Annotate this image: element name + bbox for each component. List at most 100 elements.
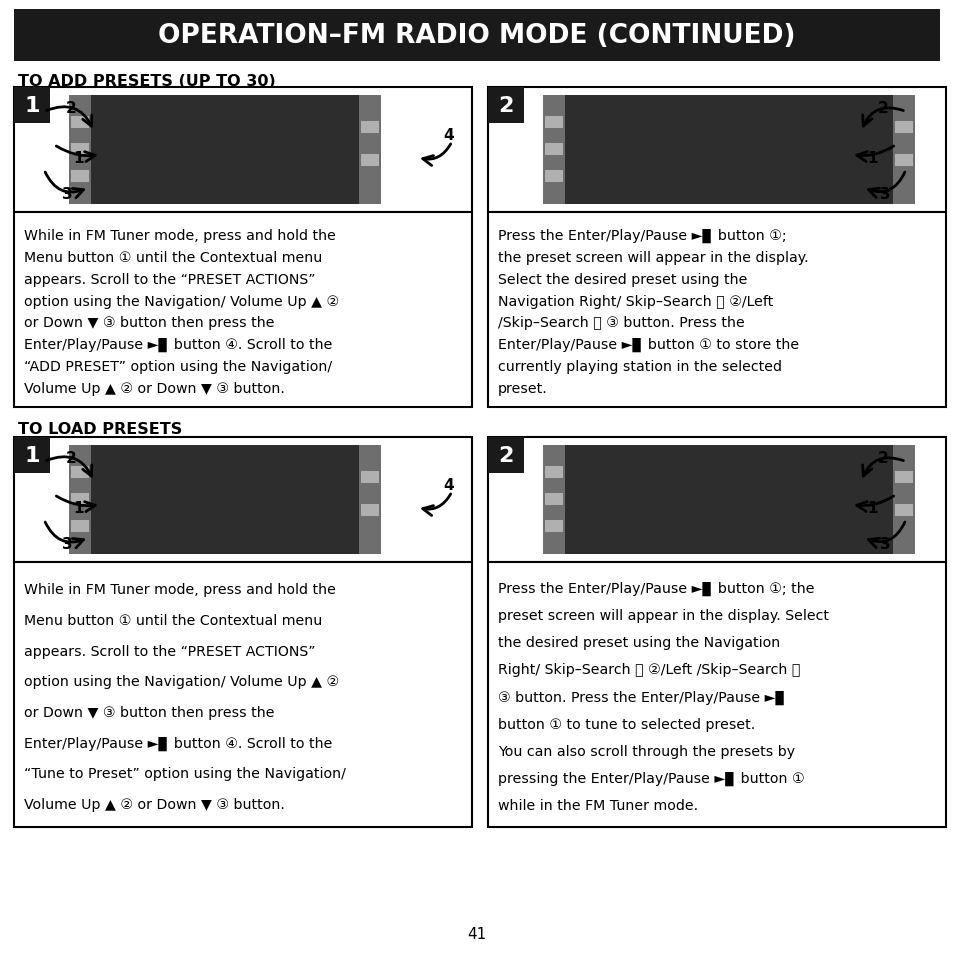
Bar xyxy=(360,154,378,167)
Bar xyxy=(544,171,562,183)
Bar xyxy=(14,437,50,474)
Bar xyxy=(544,144,562,156)
Text: 1: 1 xyxy=(24,96,40,116)
Text: Enter/Play/Pause ►▊ button ④. Scroll to the: Enter/Play/Pause ►▊ button ④. Scroll to … xyxy=(24,736,332,750)
Bar xyxy=(360,122,378,133)
Bar xyxy=(69,96,91,205)
Bar xyxy=(69,446,91,555)
Bar xyxy=(894,472,912,483)
Text: Select the desired preset using the: Select the desired preset using the xyxy=(497,273,746,287)
Bar xyxy=(544,494,562,505)
Bar xyxy=(71,117,89,129)
Bar xyxy=(894,122,912,133)
Bar xyxy=(71,171,89,183)
Text: option using the Navigation/ Volume Up ▲ ②: option using the Navigation/ Volume Up ▲… xyxy=(24,675,338,688)
Bar xyxy=(894,154,912,167)
Text: 1: 1 xyxy=(867,500,878,516)
Text: 1: 1 xyxy=(73,151,84,166)
Bar xyxy=(14,10,939,62)
Text: /Skip–Search ⏮ ③ button. Press the: /Skip–Search ⏮ ③ button. Press the xyxy=(497,316,744,330)
Text: Press the Enter/Play/Pause ►▊ button ①; the: Press the Enter/Play/Pause ►▊ button ①; … xyxy=(497,581,814,595)
Text: 2: 2 xyxy=(66,451,76,465)
Text: While in FM Tuner mode, press and hold the: While in FM Tuner mode, press and hold t… xyxy=(24,582,335,597)
Bar xyxy=(91,446,358,555)
Text: ③ button. Press the Enter/Play/Pause ►▊: ③ button. Press the Enter/Play/Pause ►▊ xyxy=(497,690,785,704)
Text: 4: 4 xyxy=(443,128,454,143)
Bar xyxy=(892,446,914,555)
Bar xyxy=(892,96,914,205)
Text: Enter/Play/Pause ►▊ button ① to store the: Enter/Play/Pause ►▊ button ① to store th… xyxy=(497,337,799,352)
Bar xyxy=(360,504,378,517)
Bar xyxy=(488,437,945,562)
Text: appears. Scroll to the “PRESET ACTIONS”: appears. Scroll to the “PRESET ACTIONS” xyxy=(24,273,315,287)
Bar xyxy=(358,446,380,555)
Text: 2: 2 xyxy=(877,101,887,116)
Text: preset.: preset. xyxy=(497,381,547,395)
Text: 3: 3 xyxy=(62,187,72,202)
Text: 4: 4 xyxy=(443,477,454,493)
Text: Enter/Play/Pause ►▊ button ④. Scroll to the: Enter/Play/Pause ►▊ button ④. Scroll to … xyxy=(24,337,332,352)
Text: Menu button ① until the Contextual menu: Menu button ① until the Contextual menu xyxy=(24,614,322,627)
Text: pressing the Enter/Play/Pause ►▊ button ①: pressing the Enter/Play/Pause ►▊ button … xyxy=(497,771,803,785)
Bar xyxy=(544,467,562,478)
Bar xyxy=(544,520,562,533)
Text: 2: 2 xyxy=(497,446,513,465)
Text: while in the FM Tuner mode.: while in the FM Tuner mode. xyxy=(497,799,698,813)
Bar xyxy=(488,437,523,474)
Text: 3: 3 xyxy=(879,187,889,202)
Text: 3: 3 xyxy=(62,537,72,552)
Bar xyxy=(14,562,472,827)
Text: TO ADD PRESETS (UP TO 30): TO ADD PRESETS (UP TO 30) xyxy=(18,74,275,89)
Text: You can also scroll through the presets by: You can also scroll through the presets … xyxy=(497,744,794,759)
Text: Volume Up ▲ ② or Down ▼ ③ button.: Volume Up ▲ ② or Down ▼ ③ button. xyxy=(24,381,285,395)
Bar xyxy=(71,520,89,533)
Text: or Down ▼ ③ button then press the: or Down ▼ ③ button then press the xyxy=(24,705,274,720)
Text: Right/ Skip–Search ⏭ ②/Left /Skip–Search ⏮: Right/ Skip–Search ⏭ ②/Left /Skip–Search… xyxy=(497,662,800,677)
Text: preset screen will appear in the display. Select: preset screen will appear in the display… xyxy=(497,608,828,622)
Text: “ADD PRESET” option using the Navigation/: “ADD PRESET” option using the Navigation… xyxy=(24,360,332,374)
Bar xyxy=(14,437,472,562)
Text: 2: 2 xyxy=(497,96,513,116)
Bar xyxy=(488,213,945,408)
Text: Menu button ① until the Contextual menu: Menu button ① until the Contextual menu xyxy=(24,251,322,265)
Bar xyxy=(488,88,945,213)
Bar xyxy=(542,96,564,205)
Bar xyxy=(488,562,945,827)
Bar xyxy=(564,446,892,555)
Text: the preset screen will appear in the display.: the preset screen will appear in the dis… xyxy=(497,251,808,265)
Text: or Down ▼ ③ button then press the: or Down ▼ ③ button then press the xyxy=(24,316,274,330)
Bar xyxy=(71,467,89,478)
Text: the desired preset using the Navigation: the desired preset using the Navigation xyxy=(497,636,780,649)
Bar xyxy=(488,88,523,124)
Bar xyxy=(564,96,892,205)
Text: option using the Navigation/ Volume Up ▲ ②: option using the Navigation/ Volume Up ▲… xyxy=(24,294,338,308)
Bar xyxy=(14,88,50,124)
Text: button ① to tune to selected preset.: button ① to tune to selected preset. xyxy=(497,717,755,731)
Text: TO LOAD PRESETS: TO LOAD PRESETS xyxy=(18,421,182,436)
Text: 1: 1 xyxy=(867,151,878,166)
Text: “Tune to Preset” option using the Navigation/: “Tune to Preset” option using the Naviga… xyxy=(24,766,346,781)
Text: Press the Enter/Play/Pause ►▊ button ①;: Press the Enter/Play/Pause ►▊ button ①; xyxy=(497,229,786,243)
Text: 2: 2 xyxy=(66,101,76,116)
Text: Volume Up ▲ ② or Down ▼ ③ button.: Volume Up ▲ ② or Down ▼ ③ button. xyxy=(24,797,285,811)
Bar xyxy=(894,504,912,517)
Bar xyxy=(358,96,380,205)
Bar xyxy=(91,96,358,205)
Text: 3: 3 xyxy=(879,537,889,552)
Bar xyxy=(14,88,472,213)
Text: 1: 1 xyxy=(73,500,84,516)
Bar xyxy=(542,446,564,555)
Text: currently playing station in the selected: currently playing station in the selecte… xyxy=(497,360,781,374)
Text: 2: 2 xyxy=(877,451,887,465)
Text: Navigation Right/ Skip–Search ⏭ ②/Left: Navigation Right/ Skip–Search ⏭ ②/Left xyxy=(497,294,773,308)
Text: OPERATION–FM RADIO MODE (CONTINUED): OPERATION–FM RADIO MODE (CONTINUED) xyxy=(158,23,795,49)
Bar xyxy=(71,494,89,505)
Text: 41: 41 xyxy=(467,926,486,942)
Bar xyxy=(71,144,89,156)
Bar xyxy=(544,117,562,129)
Bar xyxy=(360,472,378,483)
Bar xyxy=(14,213,472,408)
Text: 1: 1 xyxy=(24,446,40,465)
Text: appears. Scroll to the “PRESET ACTIONS”: appears. Scroll to the “PRESET ACTIONS” xyxy=(24,644,315,658)
Text: While in FM Tuner mode, press and hold the: While in FM Tuner mode, press and hold t… xyxy=(24,229,335,243)
